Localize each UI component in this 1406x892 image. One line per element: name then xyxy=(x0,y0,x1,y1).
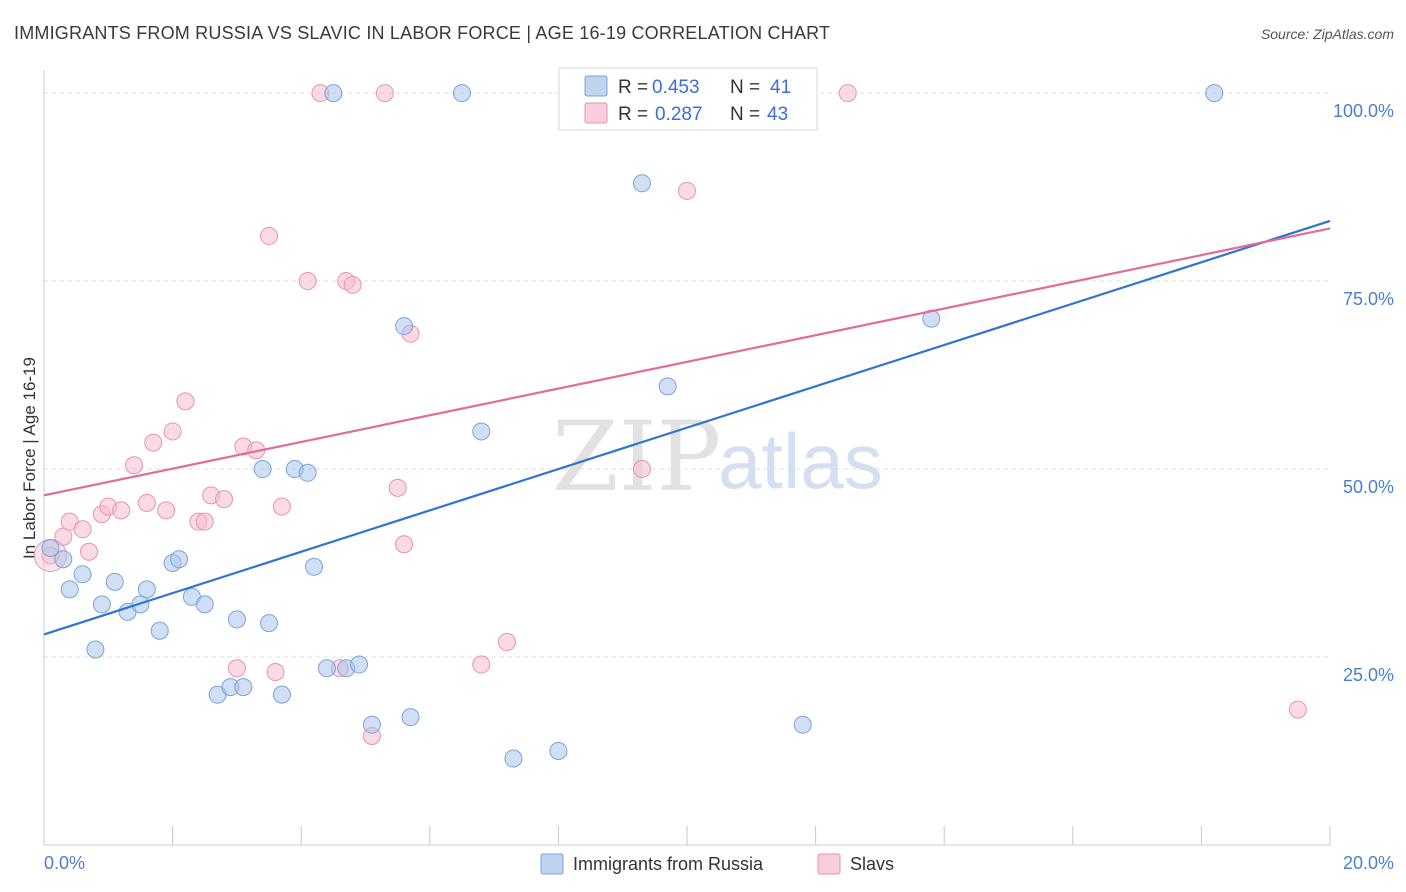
slavs-point xyxy=(388,478,407,497)
slavs-point xyxy=(137,493,156,512)
russia-point xyxy=(452,84,471,103)
slavs-point xyxy=(838,84,857,103)
slavs-point xyxy=(73,520,92,539)
slavs-point xyxy=(395,535,414,554)
y-tick-labels: 25.0% 50.0% 75.0% 100.0% xyxy=(1333,101,1394,685)
russia-point xyxy=(260,614,279,633)
russia-point xyxy=(234,678,253,697)
russia-point xyxy=(549,742,568,761)
legend-r-label-slavs: R = xyxy=(618,104,648,125)
slavs-point xyxy=(375,84,394,103)
slavs-point xyxy=(227,659,246,678)
watermark: ZIP atlas xyxy=(552,401,883,513)
legend-n-label-russia: N = xyxy=(730,77,760,98)
y-axis-label: In Labor Force | Age 16-19 xyxy=(20,357,39,559)
slavs-point xyxy=(1288,700,1307,719)
russia-point xyxy=(92,595,111,614)
x-tick-label-max: 20.0% xyxy=(1343,853,1394,873)
legend: R = 0.453 N = 41 R = 0.287 N = 43 xyxy=(558,67,818,131)
russia-point xyxy=(170,550,189,569)
slavs-trend-line xyxy=(43,227,1331,497)
russia-point xyxy=(793,715,812,734)
slavs-point xyxy=(163,422,182,441)
slavs-point xyxy=(176,392,195,411)
russia-point xyxy=(227,610,246,629)
slavs-point xyxy=(678,181,696,200)
russia-point xyxy=(350,655,369,674)
slavs-point xyxy=(472,655,491,674)
trend-lines xyxy=(43,219,1331,636)
russia-point xyxy=(362,715,381,734)
watermark-zip: ZIP xyxy=(552,401,721,513)
russia-point xyxy=(298,463,317,482)
slavs-point xyxy=(195,512,214,531)
russia-point xyxy=(86,640,105,659)
bottom-legend: Immigrants from Russia Slavs xyxy=(540,853,894,875)
y-tick-label-75: 75.0% xyxy=(1343,289,1394,309)
legend-n-value-slavs: 43 xyxy=(767,104,788,125)
slavs-point xyxy=(272,497,291,516)
y-tick-label-100: 100.0% xyxy=(1333,101,1394,121)
russia-point xyxy=(1205,84,1224,103)
slavs-point xyxy=(266,663,285,682)
slavs-point xyxy=(215,490,234,509)
y-tick-label-25: 25.0% xyxy=(1343,665,1394,685)
bottom-legend-swatch-slavs xyxy=(817,853,841,875)
russia-point xyxy=(632,174,651,193)
chart-title: IMMIGRANTS FROM RUSSIA VS SLAVIC IN LABO… xyxy=(14,23,830,43)
series-russia-points xyxy=(41,84,1224,768)
legend-swatch-russia xyxy=(584,75,608,97)
russia-point xyxy=(658,377,677,396)
series-slavs-points xyxy=(33,84,1307,745)
russia-point xyxy=(272,685,291,704)
slavs-point xyxy=(497,632,516,651)
y-tick-label-50: 50.0% xyxy=(1343,477,1394,497)
bottom-legend-label-slavs: Slavs xyxy=(850,854,894,874)
russia-trend-line xyxy=(43,219,1331,636)
russia-point xyxy=(195,595,214,614)
legend-n-label-slavs: N = xyxy=(730,104,760,125)
slavs-point xyxy=(112,501,131,520)
watermark-atlas: atlas xyxy=(718,417,883,505)
russia-point xyxy=(60,580,79,599)
legend-r-value-russia: 0.453 xyxy=(652,77,700,98)
russia-point xyxy=(54,550,73,569)
russia-point xyxy=(324,84,343,103)
russia-point xyxy=(253,460,272,479)
slavs-point xyxy=(144,433,163,452)
slavs-point xyxy=(260,226,279,245)
russia-point xyxy=(41,538,60,557)
slavs-point xyxy=(125,456,144,475)
x-tick-label-min: 0.0% xyxy=(44,853,85,873)
slavs-point xyxy=(632,460,651,479)
russia-point xyxy=(150,621,169,640)
legend-r-value-slavs: 0.287 xyxy=(655,104,703,125)
russia-point xyxy=(395,317,414,336)
russia-point xyxy=(472,422,491,441)
russia-point xyxy=(504,749,523,768)
x-tick-marks xyxy=(172,826,1331,845)
russia-point xyxy=(317,659,336,678)
russia-point xyxy=(105,572,124,591)
bottom-legend-label-russia: Immigrants from Russia xyxy=(573,854,764,874)
russia-point xyxy=(305,557,324,576)
legend-n-value-russia: 41 xyxy=(770,77,791,98)
russia-point xyxy=(401,708,420,727)
legend-swatch-slavs xyxy=(584,102,608,124)
russia-point xyxy=(73,565,92,584)
slavs-point xyxy=(157,501,176,520)
slavs-point xyxy=(343,275,362,294)
bottom-legend-swatch-russia xyxy=(540,853,564,875)
russia-point xyxy=(137,580,156,599)
chart-source: Source: ZipAtlas.com xyxy=(1261,26,1394,42)
legend-r-label-russia: R = xyxy=(618,77,648,98)
slavs-point xyxy=(298,272,317,291)
slavs-point xyxy=(80,542,99,561)
